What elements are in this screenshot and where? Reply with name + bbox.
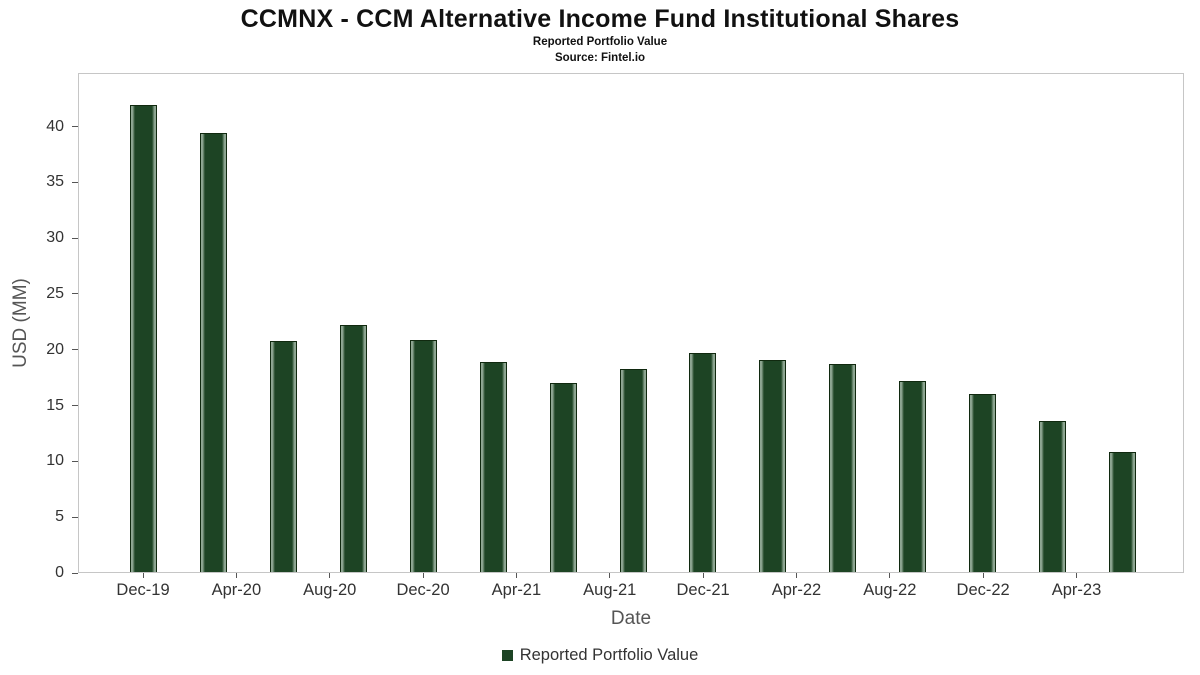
chart-source: Source: Fintel.io bbox=[554, 52, 646, 64]
y-tick-mark bbox=[72, 237, 78, 239]
bar[interactable] bbox=[479, 361, 507, 572]
x-tick-label: Dec-21 bbox=[676, 581, 730, 599]
y-tick-label: 35 bbox=[46, 173, 64, 191]
x-tick-label: Apr-20 bbox=[211, 581, 262, 599]
bar[interactable] bbox=[899, 380, 927, 572]
x-tick-mark bbox=[1075, 573, 1077, 578]
y-tick-label: 0 bbox=[55, 564, 64, 581]
y-tick-label: 15 bbox=[46, 396, 64, 414]
x-tick-mark bbox=[142, 573, 144, 578]
bar[interactable] bbox=[409, 339, 437, 572]
y-tick-label: 10 bbox=[46, 452, 64, 470]
y-tick-mark bbox=[72, 516, 78, 518]
y-tick-label: 30 bbox=[46, 229, 64, 247]
bar[interactable] bbox=[130, 105, 158, 572]
y-tick-mark bbox=[72, 126, 78, 128]
bar[interactable] bbox=[1108, 451, 1136, 572]
y-tick-mark bbox=[72, 349, 78, 351]
y-axis: 0 5 10 15 20 25 30 35 40 bbox=[0, 73, 78, 581]
x-tick-label: Dec-22 bbox=[956, 581, 1010, 599]
y-tick-mark bbox=[72, 460, 78, 462]
x-tick-label: Apr-23 bbox=[1051, 581, 1102, 599]
x-tick-label: Aug-22 bbox=[863, 581, 917, 599]
y-tick-mark bbox=[72, 181, 78, 183]
bar[interactable] bbox=[1038, 420, 1066, 572]
bar[interactable] bbox=[969, 394, 996, 572]
x-axis: Dec-19 Apr-20 Aug-20 Dec-20 Apr-21 Aug-21 Dec-… bbox=[78, 573, 1184, 605]
y-tick-label: 40 bbox=[46, 117, 64, 135]
y-tick-mark bbox=[72, 405, 78, 407]
chart-subtitle: Reported Portfolio Value bbox=[532, 36, 668, 48]
x-tick-mark bbox=[702, 573, 704, 578]
y-tick-label: 5 bbox=[55, 508, 64, 526]
bar[interactable] bbox=[549, 383, 577, 572]
bar[interactable] bbox=[200, 132, 228, 572]
x-tick-mark bbox=[609, 573, 611, 578]
x-tick-mark bbox=[422, 573, 424, 578]
bar[interactable] bbox=[829, 364, 857, 572]
y-tick-mark bbox=[72, 293, 78, 295]
y-tick-label: 25 bbox=[46, 284, 64, 302]
x-tick-label: Dec-19 bbox=[116, 581, 170, 599]
legend-label: Reported Portfolio Value bbox=[519, 646, 699, 664]
y-tick-label: 20 bbox=[46, 340, 64, 358]
x-tick-mark bbox=[795, 573, 797, 578]
chart-title: CCMNX - CCM Alternative Income Fund Inst… bbox=[240, 5, 960, 33]
x-tick-mark bbox=[515, 573, 517, 578]
x-tick-mark bbox=[982, 573, 984, 578]
legend-item[interactable]: Reported Portfolio Value bbox=[0, 646, 1200, 665]
x-axis-title: Date bbox=[610, 608, 652, 629]
plot-area bbox=[78, 73, 1184, 573]
bar[interactable] bbox=[759, 359, 787, 572]
x-tick-label: Aug-21 bbox=[583, 581, 637, 599]
y-tick-mark bbox=[72, 572, 78, 574]
x-tick-label: Dec-20 bbox=[396, 581, 450, 599]
x-tick-label: Apr-21 bbox=[491, 581, 542, 599]
x-tick-mark bbox=[235, 573, 237, 578]
x-tick-mark bbox=[329, 573, 331, 578]
bar[interactable] bbox=[340, 325, 368, 572]
bar[interactable] bbox=[619, 368, 647, 572]
legend-marker-icon bbox=[501, 650, 513, 661]
bar[interactable] bbox=[270, 340, 298, 572]
x-tick-label: Aug-20 bbox=[303, 581, 357, 599]
x-tick-label: Apr-22 bbox=[771, 581, 822, 599]
x-tick-mark bbox=[889, 573, 891, 578]
bar[interactable] bbox=[689, 353, 717, 572]
